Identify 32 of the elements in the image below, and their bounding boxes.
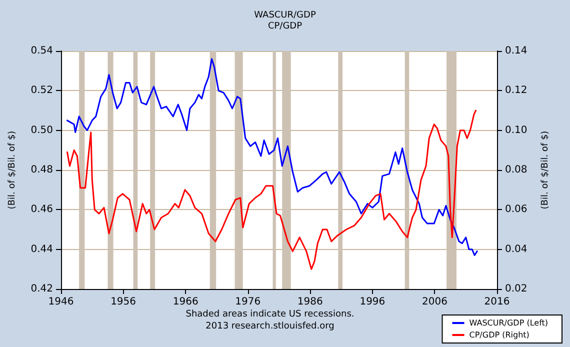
y-tick-label: 0.48 [30, 164, 53, 176]
legend-label: CP/GDP (Right) [469, 330, 530, 340]
y-tick-label: 0.42 [30, 284, 53, 294]
x-tick-label: 1976 [235, 296, 261, 308]
legend-label: WASCUR/GDP (Left) [469, 318, 548, 328]
y-tick-label: 0.54 [30, 46, 53, 56]
x-tick-label: 2006 [422, 296, 448, 308]
y2-tick-label: 0.08 [505, 164, 528, 176]
chart-title: WASCUR/GDP [254, 10, 316, 20]
x-tick-label: 1956 [110, 296, 136, 308]
y2-tick-label: 0.10 [505, 124, 528, 136]
y2-tick-label: 0.06 [505, 204, 528, 216]
x-tick-label: 1996 [360, 296, 386, 308]
y2-axis-title: (Bil. of $/Bil. of $) [540, 130, 550, 210]
chart-subtitle: CP/GDP [268, 22, 303, 32]
y-tick-label: 0.52 [30, 85, 53, 96]
text: Shaded areas indicate US recessions. [186, 310, 354, 320]
y2-tick-label: 0.12 [505, 85, 528, 96]
y-tick-label: 0.50 [30, 124, 53, 136]
line-series [66, 110, 477, 270]
text: 2013 research.stlouisfed.org [206, 322, 334, 332]
line-series [66, 58, 478, 256]
y-tick-label: 0.44 [30, 244, 53, 255]
x-tick-label: 2016 [484, 296, 510, 308]
y2-tick-label: 0.14 [505, 46, 528, 56]
x-tick-label: 1966 [172, 296, 198, 308]
y-axis-title: (Bil. of $/Bil. of $) [8, 130, 18, 210]
x-tick-label: 1986 [297, 296, 323, 308]
y2-tick-label: 0.04 [505, 244, 528, 255]
y-tick-label: 0.46 [30, 204, 53, 216]
y2-tick-label: 0.02 [505, 284, 528, 294]
x-tick-label: 1946 [48, 296, 74, 308]
